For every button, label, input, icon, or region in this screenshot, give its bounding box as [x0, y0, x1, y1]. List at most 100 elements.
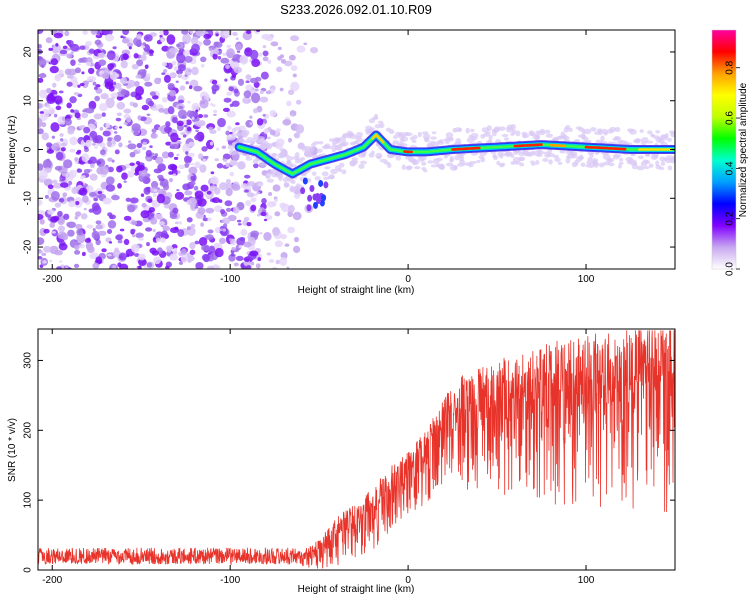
noise-blob: [133, 130, 140, 137]
noise-blob: [151, 250, 160, 256]
ridge-halo: [234, 126, 241, 131]
noise-blob: [145, 36, 150, 40]
ridge-halo: [237, 164, 243, 168]
noise-blob: [169, 143, 179, 150]
noise-blob: [162, 30, 169, 36]
noise-blob: [134, 80, 140, 87]
noise-blob: [76, 228, 84, 236]
ridge-halo: [341, 169, 347, 175]
noise-blob: [57, 231, 67, 240]
ridge-halo: [436, 157, 443, 162]
noise-blob: [41, 132, 49, 141]
noise-blob: [226, 44, 232, 49]
noise-blob: [49, 259, 53, 263]
ridge-halo: [350, 159, 359, 164]
ridge-halo: [352, 141, 358, 145]
noise-blob: [127, 204, 136, 213]
snr-series-line: [38, 330, 675, 569]
noise-blob: [268, 259, 275, 263]
noise-blob: [157, 163, 166, 172]
spectrogram-y-axis-label: Frequency (Hz): [7, 116, 18, 185]
noise-blob: [105, 184, 116, 192]
noise-blob: [287, 226, 296, 234]
ridge-tail-blob: [306, 204, 312, 212]
noise-blob: [151, 107, 157, 111]
noise-blob: [222, 52, 227, 56]
noise-blob: [162, 225, 171, 232]
noise-blob: [257, 183, 263, 187]
noise-blob: [159, 34, 163, 38]
ridge-halo: [388, 129, 395, 135]
ridge-halo: [230, 133, 236, 137]
noise-blob: [192, 36, 199, 41]
noise-blob: [105, 76, 109, 79]
noise-blob: [46, 94, 56, 105]
ridge-halo: [588, 164, 595, 169]
noise-blob: [228, 86, 235, 92]
noise-blob: [187, 100, 191, 104]
noise-blob: [161, 230, 168, 238]
noise-blob: [107, 137, 112, 142]
ridge-halo: [341, 141, 349, 147]
y-tick-label: 10: [23, 95, 34, 107]
noise-blob: [243, 90, 252, 99]
noise-blob: [77, 63, 81, 66]
noise-blob: [173, 156, 179, 160]
colorbar: 0.0 0.2 0.4 0.6 0.8 Normalized spectral ampl…: [711, 29, 749, 276]
noise-blob: [211, 79, 218, 85]
noise-blob: [261, 198, 267, 205]
ridge-halo: [412, 159, 420, 165]
ridge-halo: [371, 116, 379, 120]
noise-blob: [235, 255, 244, 262]
noise-blob: [64, 118, 72, 126]
noise-blob: [139, 116, 147, 122]
noise-blob: [240, 183, 248, 189]
noise-blob: [109, 71, 119, 81]
noise-blob: [202, 254, 210, 263]
noise-blob: [132, 234, 136, 238]
noise-blob: [203, 114, 209, 118]
noise-blob: [138, 169, 148, 177]
ridge-halo: [664, 133, 669, 138]
noise-blob: [284, 243, 290, 247]
ridge-halo: [537, 150, 544, 155]
y-tick-label: 0: [23, 567, 34, 573]
noise-blob: [75, 211, 82, 217]
noise-blob: [54, 249, 63, 256]
ridge-peak: [549, 143, 567, 148]
noise-blob: [138, 237, 144, 241]
x-tick-label: 100: [578, 274, 595, 285]
noise-blob: [183, 124, 188, 128]
ridge-halo: [471, 136, 478, 141]
noise-blob: [210, 171, 215, 175]
noise-blob: [253, 193, 258, 197]
noise-blob: [107, 229, 113, 234]
ridge-halo: [530, 162, 536, 166]
noise-blob: [67, 40, 74, 47]
ridge-halo: [480, 157, 486, 163]
ridge-halo: [351, 157, 359, 161]
noise-blob: [123, 215, 132, 221]
ridge-halo: [399, 138, 405, 143]
noise-blob: [120, 35, 124, 39]
noise-blob: [114, 149, 120, 155]
ridge-halo: [629, 129, 637, 135]
noise-blob: [161, 96, 168, 103]
noise-blob: [227, 214, 237, 222]
noise-blob: [235, 37, 239, 41]
noise-blob: [174, 191, 185, 200]
noise-blob: [246, 222, 252, 227]
noise-blob: [78, 244, 86, 249]
x-tick-label: -200: [42, 274, 62, 285]
ridge-halo: [427, 160, 434, 164]
noise-blob: [166, 245, 174, 252]
noise-blob: [74, 157, 79, 162]
noise-blob: [43, 178, 53, 187]
ridge-halo: [265, 175, 271, 179]
noise-blob: [54, 202, 62, 208]
noise-blob: [99, 126, 104, 131]
noise-blob: [156, 193, 166, 204]
noise-blob: [78, 187, 88, 196]
noise-blob: [198, 113, 203, 119]
noise-blob: [137, 253, 146, 261]
